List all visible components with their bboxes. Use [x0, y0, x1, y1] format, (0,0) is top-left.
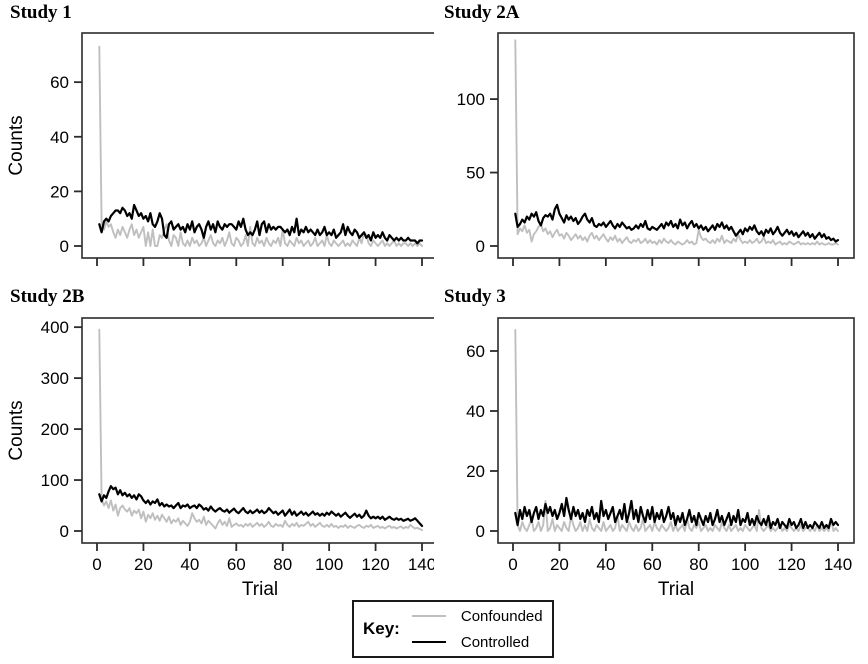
x-axis-tick-label: 0 [508, 555, 517, 574]
series-line-controlled [514, 203, 840, 243]
y-axis-tick-label: 0 [60, 522, 69, 541]
y-axis-tick-label: 60 [466, 342, 485, 361]
chart-study-3: 0 20 40 60 0 20 40 60 80 100 120 140 Trial [466, 317, 855, 600]
panel-title-study-2b: Study 2B [10, 286, 85, 307]
y-axis-tick-label: 200 [41, 420, 69, 439]
y-axis-title: Counts [6, 400, 27, 460]
legend-entry-confounded-label: Confounded [460, 607, 543, 625]
legend-entry-controlled-label: Controlled [460, 633, 530, 651]
x-axis-tick-label: 0 [92, 555, 101, 574]
series-line-controlled [98, 203, 424, 245]
y-axis-tick-label: 100 [457, 90, 485, 109]
series-line-confounded [514, 329, 839, 532]
y-axis-title: Counts [6, 115, 27, 175]
series-line-controlled [514, 496, 840, 530]
legend-entries: Confounded Controlled [411, 603, 543, 655]
y-axis-tick-label: 0 [476, 237, 485, 256]
x-axis-tick-label: 140 [408, 555, 434, 574]
y-axis-tick-label: 50 [466, 164, 485, 183]
y-axis-tick-label: 20 [466, 462, 485, 481]
panel-study-1: Study 1 0 20 40 60 Counts [0, 0, 434, 284]
x-axis-tick-label: 80 [689, 555, 708, 574]
y-axis-tick-label: 20 [50, 182, 69, 201]
series-line-confounded [98, 328, 423, 531]
x-axis-tick-label: 120 [361, 555, 389, 574]
panel-study-2a: Study 2A 0 50 100 [434, 0, 868, 284]
series-line-confounded [514, 39, 839, 246]
legend-key-label: Key: [363, 619, 400, 638]
panel-study-2b: Study 2B 0 100 200 300 400 0 20 40 60 80 100 120 140… [0, 284, 434, 600]
x-axis-tick-label: 20 [134, 555, 153, 574]
plot-border [81, 317, 434, 544]
x-axis-tick-label: 60 [227, 555, 246, 574]
panel-study-3: Study 3 0 20 40 60 0 20 40 60 80 100 120 140 Trial [434, 284, 868, 600]
x-axis-tick-label: 60 [643, 555, 662, 574]
x-axis-tick-label: 100 [731, 555, 759, 574]
y-axis-tick-label: 0 [476, 522, 485, 541]
plot-border [497, 317, 855, 544]
x-axis-tick-label: 80 [273, 555, 292, 574]
y-axis-tick-label: 60 [50, 73, 69, 92]
chart-study-1: 0 20 40 60 Counts [6, 32, 434, 266]
x-axis-tick-label: 120 [777, 555, 805, 574]
y-axis-tick-label: 300 [41, 369, 69, 388]
legend-entry-confounded: Confounded [411, 603, 543, 629]
legend-key-box: Key: Confounded Controlled [352, 600, 554, 658]
legend-entry-controlled: Controlled [411, 629, 543, 655]
x-axis-title: Trial [242, 579, 278, 600]
y-axis-tick-label: 0 [60, 237, 69, 256]
plot-border [81, 32, 434, 259]
y-axis-tick-label: 100 [41, 471, 69, 490]
plot-border [497, 32, 855, 259]
controlled-line-swatch [411, 641, 446, 643]
x-axis-tick-label: 40 [180, 555, 199, 574]
x-axis-tick-label: 20 [550, 555, 569, 574]
series-line-confounded [98, 45, 423, 247]
y-axis-tick-label: 40 [466, 402, 485, 421]
series-line-controlled [98, 485, 424, 527]
panel-title-study-3: Study 3 [444, 286, 506, 307]
x-axis-tick-label: 100 [315, 555, 343, 574]
x-axis-tick-label: 140 [824, 555, 852, 574]
x-axis-title: Trial [658, 579, 694, 600]
y-axis-tick-label: 400 [41, 318, 69, 337]
y-axis-tick-label: 40 [50, 128, 69, 147]
panel-title-study-1: Study 1 [10, 2, 72, 23]
chart-study-2a: 0 50 100 [457, 32, 855, 266]
x-axis-tick-label: 40 [596, 555, 615, 574]
chart-study-2b: 0 100 200 300 400 0 20 40 60 80 100 120 140 Trial Coun… [6, 317, 434, 600]
panel-title-study-2a: Study 2A [444, 2, 520, 23]
confounded-line-swatch [411, 615, 446, 617]
